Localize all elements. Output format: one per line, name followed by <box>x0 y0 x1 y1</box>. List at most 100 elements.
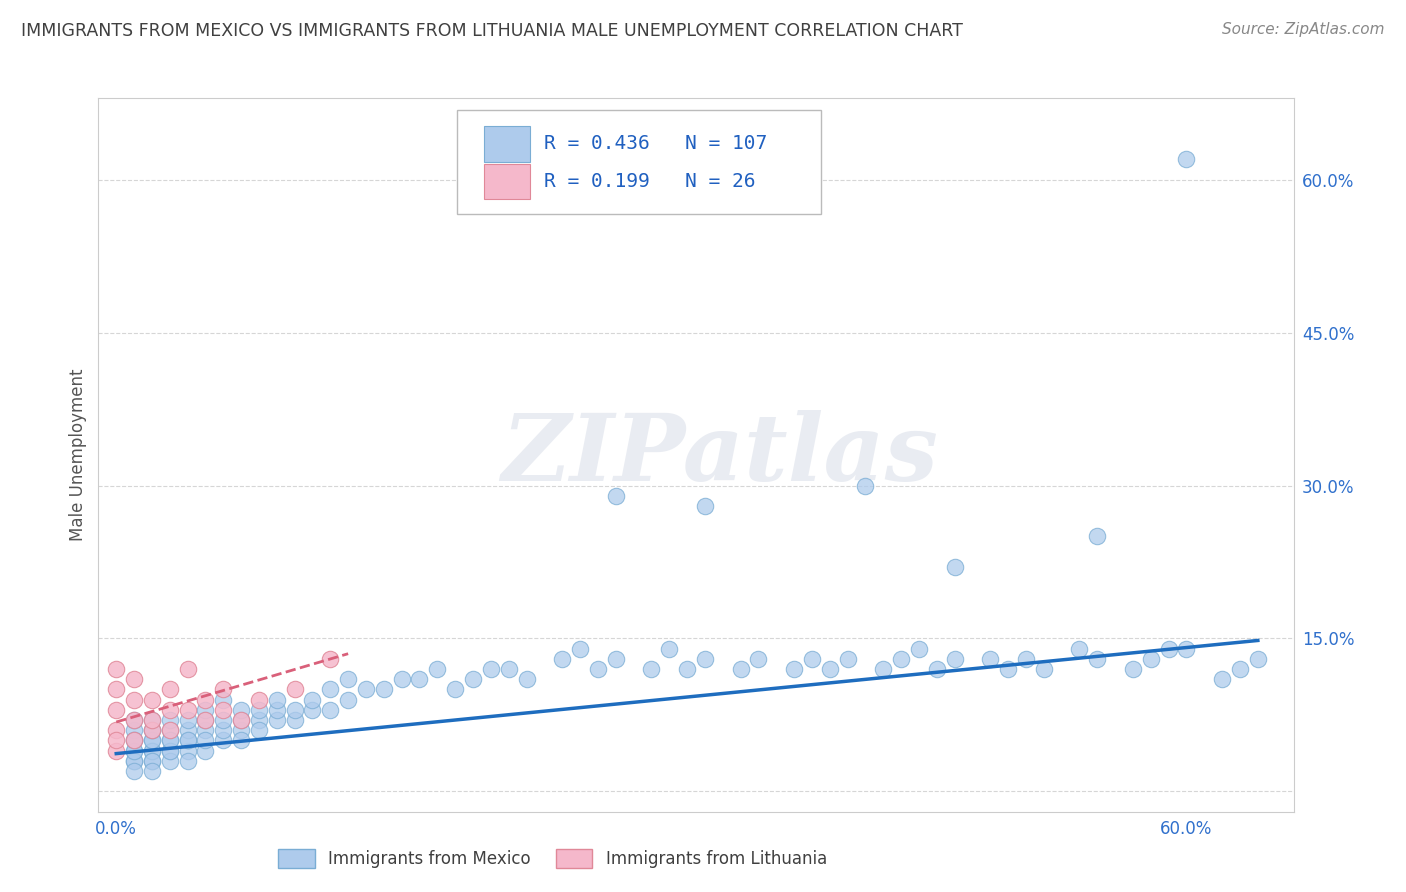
Point <box>693 499 716 513</box>
Point <box>194 743 217 757</box>
Point <box>747 652 769 666</box>
FancyBboxPatch shape <box>485 126 530 161</box>
Point <box>426 662 449 676</box>
Point <box>1032 662 1054 676</box>
Point <box>141 743 163 757</box>
Point <box>122 743 145 757</box>
Point <box>444 682 467 697</box>
Point <box>105 723 128 738</box>
Point <box>979 652 1001 666</box>
Point <box>337 692 360 706</box>
Point <box>194 713 217 727</box>
Point <box>122 713 145 727</box>
Point <box>1140 652 1163 666</box>
Point <box>141 764 163 778</box>
Point <box>141 713 163 727</box>
Point <box>658 641 681 656</box>
Point <box>301 692 323 706</box>
Point <box>247 713 270 727</box>
Point <box>247 692 270 706</box>
Point <box>176 723 198 738</box>
Point <box>319 652 342 666</box>
Point <box>176 733 198 747</box>
Point <box>872 662 894 676</box>
Point <box>1085 652 1108 666</box>
Point <box>997 662 1019 676</box>
Point <box>640 662 662 676</box>
Point <box>141 733 163 747</box>
Point <box>122 754 145 768</box>
Point <box>1122 662 1144 676</box>
Point <box>479 662 502 676</box>
Legend: Immigrants from Mexico, Immigrants from Lithuania: Immigrants from Mexico, Immigrants from … <box>271 842 834 875</box>
Point <box>943 560 966 574</box>
Point <box>730 662 752 676</box>
Point <box>159 682 181 697</box>
Text: IMMIGRANTS FROM MEXICO VS IMMIGRANTS FROM LITHUANIA MALE UNEMPLOYMENT CORRELATIO: IMMIGRANTS FROM MEXICO VS IMMIGRANTS FRO… <box>21 22 963 40</box>
Point <box>122 672 145 686</box>
Point <box>855 478 877 492</box>
Point <box>266 713 288 727</box>
Point <box>800 652 823 666</box>
Point <box>122 733 145 747</box>
Point <box>159 743 181 757</box>
Point <box>105 743 128 757</box>
Point <box>141 723 163 738</box>
Point <box>266 703 288 717</box>
Point <box>141 692 163 706</box>
Point <box>1247 652 1270 666</box>
Point <box>212 713 235 727</box>
Point <box>212 733 235 747</box>
Point <box>247 723 270 738</box>
Point <box>176 703 198 717</box>
Point <box>408 672 430 686</box>
Text: ZIPatlas: ZIPatlas <box>502 410 938 500</box>
Point <box>122 743 145 757</box>
Point <box>247 703 270 717</box>
Point <box>1085 529 1108 543</box>
Point <box>159 733 181 747</box>
Point <box>194 713 217 727</box>
Point <box>122 733 145 747</box>
Point <box>194 723 217 738</box>
Point <box>159 754 181 768</box>
FancyBboxPatch shape <box>457 111 821 214</box>
Point <box>105 733 128 747</box>
Point <box>676 662 699 676</box>
Point <box>1157 641 1180 656</box>
Point <box>122 733 145 747</box>
Point <box>925 662 948 676</box>
Point <box>354 682 377 697</box>
Point <box>122 764 145 778</box>
Point <box>122 754 145 768</box>
Point <box>141 723 163 738</box>
Point <box>176 733 198 747</box>
Point <box>284 682 307 697</box>
Point <box>943 652 966 666</box>
Point <box>284 713 307 727</box>
Point <box>461 672 484 686</box>
Point <box>890 652 912 666</box>
Point <box>605 652 627 666</box>
Point <box>141 713 163 727</box>
Point <box>176 713 198 727</box>
Point <box>105 662 128 676</box>
Point <box>337 672 360 686</box>
Point <box>498 662 520 676</box>
Point <box>141 733 163 747</box>
Point <box>176 754 198 768</box>
Point <box>783 662 806 676</box>
Point <box>605 489 627 503</box>
Point <box>176 662 198 676</box>
Point <box>159 703 181 717</box>
Point <box>141 723 163 738</box>
Point <box>159 713 181 727</box>
Point <box>1175 641 1198 656</box>
Point <box>141 743 163 757</box>
Point <box>141 754 163 768</box>
Y-axis label: Male Unemployment: Male Unemployment <box>69 368 87 541</box>
Point <box>1211 672 1233 686</box>
Point <box>212 723 235 738</box>
Point <box>194 692 217 706</box>
Point <box>586 662 609 676</box>
